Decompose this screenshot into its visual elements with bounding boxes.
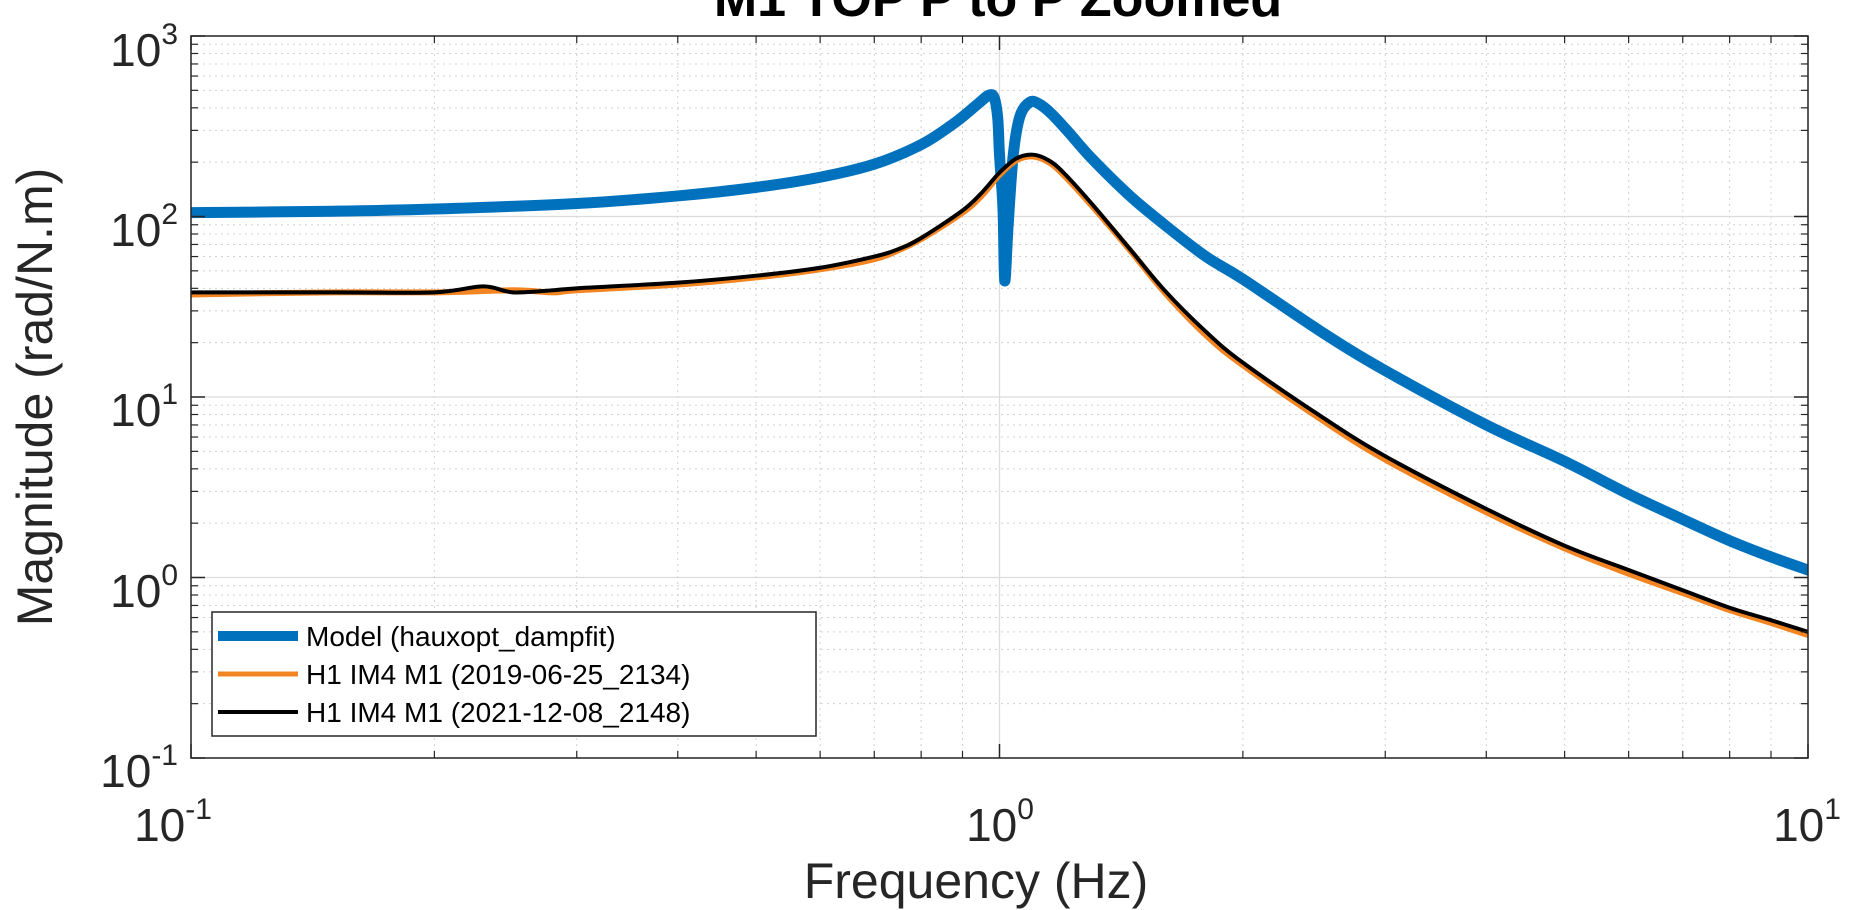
y-tick-label: 100 xyxy=(110,559,178,617)
y-tick-label: 10-1 xyxy=(100,739,178,797)
x-axis-label: Frequency (Hz) xyxy=(804,853,1149,909)
legend-label-model: Model (hauxopt_dampfit) xyxy=(306,621,616,652)
legend-box xyxy=(211,611,817,737)
x-tick-label: 101 xyxy=(1773,793,1841,851)
series-line-2021 xyxy=(191,152,1808,634)
y-tick-label: 102 xyxy=(110,198,178,256)
x-tick-label: 100 xyxy=(966,793,1034,851)
y-tick-label: 101 xyxy=(110,378,178,436)
y-axis-label: Magnitude (rad/N.m) xyxy=(7,168,63,627)
legend-label-2021: H1 IM4 M1 (2021-12-08_2148) xyxy=(306,697,690,728)
x-tick-label: 10-1 xyxy=(134,793,212,851)
legend: Model (hauxopt_dampfit) H1 IM4 M1 (2019-… xyxy=(211,611,817,737)
tick-marks xyxy=(190,35,1809,759)
chart-title: M1 TOP P to P Zoomed xyxy=(714,0,1282,28)
series-line-model xyxy=(191,89,1808,576)
y-tick-label: 103 xyxy=(110,18,178,76)
legend-label-2019: H1 IM4 M1 (2019-06-25_2134) xyxy=(306,659,690,690)
